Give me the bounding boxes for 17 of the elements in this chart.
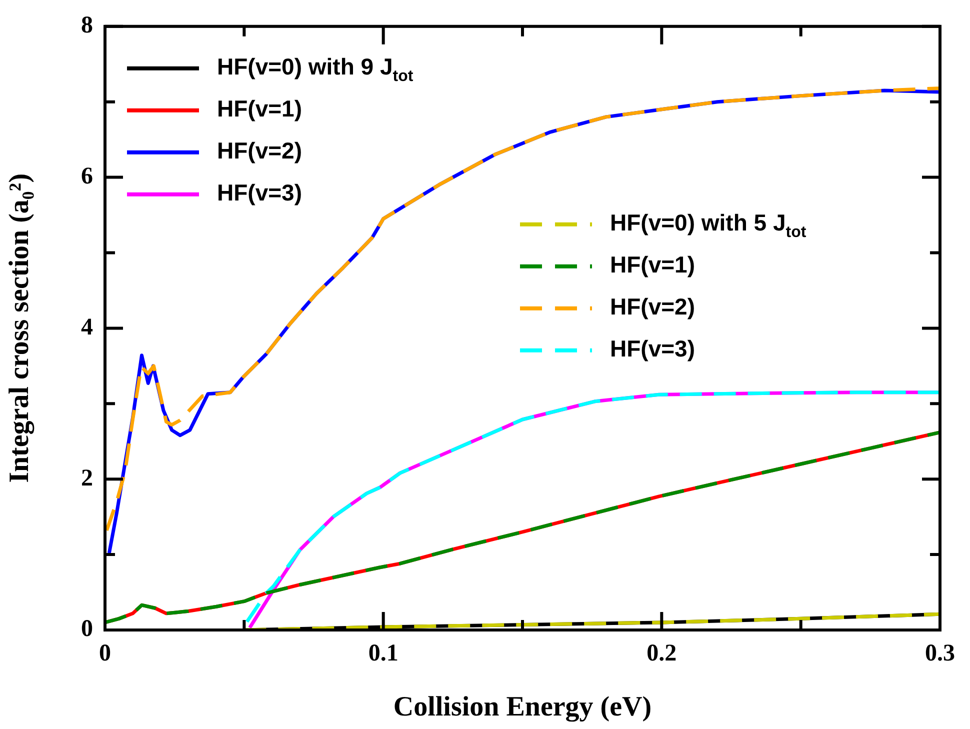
x-tick-label: 0.3 bbox=[925, 640, 955, 667]
x-axis-title: Collision Energy (eV) bbox=[393, 691, 652, 722]
y-tick-label: 8 bbox=[81, 12, 93, 39]
y-tick-label: 2 bbox=[81, 465, 93, 492]
y-tick-label: 4 bbox=[81, 314, 93, 340]
legend-label: HF(v=2) bbox=[610, 294, 695, 320]
legend-label: HF(v=3) bbox=[217, 180, 302, 206]
legend-label: HF(v=3) bbox=[610, 336, 695, 362]
x-tick-label: 0 bbox=[99, 640, 111, 667]
legend-label: HF(v=2) bbox=[217, 138, 302, 164]
y-axis-title: Integral cross section (a₀²) bbox=[4, 173, 36, 483]
y-tick-label: 6 bbox=[81, 164, 93, 190]
x-tick-label: 0.2 bbox=[646, 640, 677, 667]
y-tick-label: 0 bbox=[81, 616, 93, 642]
legend-label: HF(v=1) bbox=[610, 252, 695, 278]
legend-label: HF(v=1) bbox=[217, 96, 302, 122]
x-tick-label: 0.1 bbox=[368, 640, 398, 667]
